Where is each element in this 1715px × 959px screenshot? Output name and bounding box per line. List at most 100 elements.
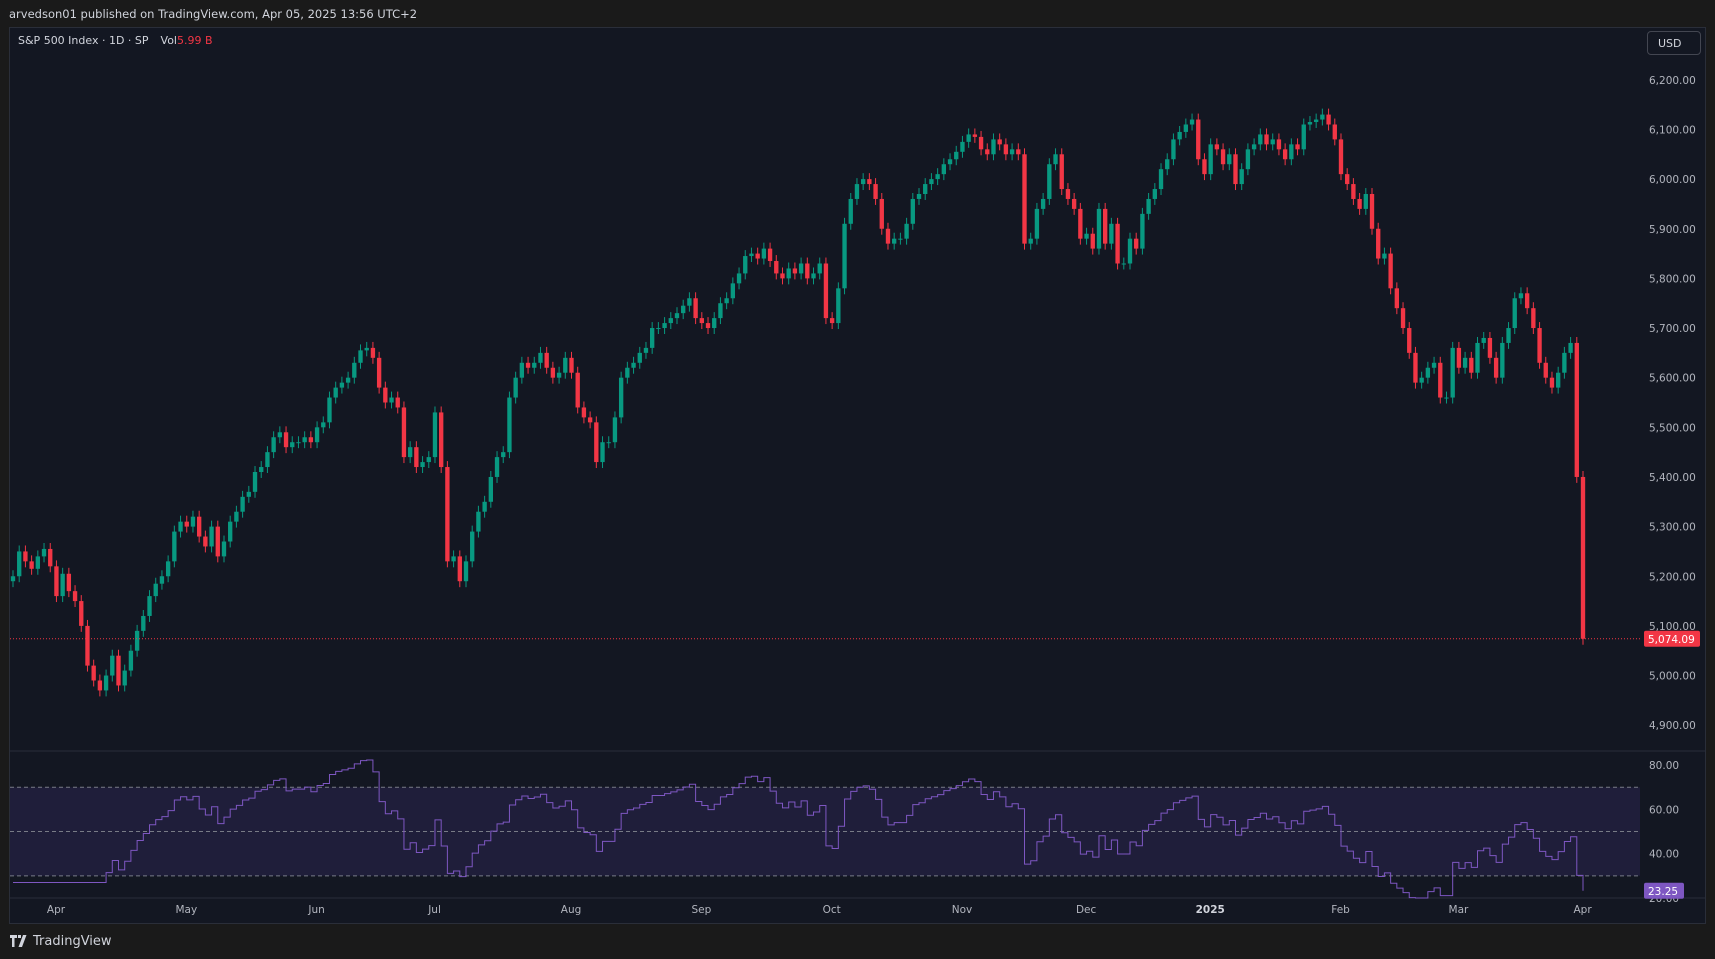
candle: [892, 232, 897, 250]
time-axis-label: Dec: [1076, 904, 1097, 916]
candle: [364, 341, 369, 357]
time-axis-label: Jul: [427, 904, 441, 916]
candle: [122, 664, 127, 692]
currency-button[interactable]: USD: [1647, 31, 1701, 55]
price-axis-label: 5,200.00: [1649, 571, 1696, 583]
candle: [85, 619, 90, 672]
price-axis-label: 6,000.00: [1649, 174, 1696, 186]
candle: [1351, 178, 1356, 205]
candle: [221, 535, 227, 563]
candle: [1580, 471, 1586, 645]
candle: [811, 267, 816, 285]
candle: [681, 299, 686, 320]
candle: [1071, 193, 1077, 215]
candle: [1512, 292, 1517, 334]
candle: [432, 406, 438, 464]
candle: [625, 361, 630, 384]
rsi-line: [13, 759, 1584, 899]
candle: [532, 356, 537, 374]
candle: [470, 525, 475, 568]
candle: [575, 366, 580, 414]
candle: [1065, 183, 1071, 205]
candle: [1016, 143, 1021, 161]
candle: [215, 520, 220, 563]
candle: [569, 351, 574, 379]
candle: [718, 297, 723, 325]
time-axis-label: Sep: [691, 904, 711, 916]
candle: [1220, 143, 1226, 171]
candle: [736, 267, 742, 290]
candle: [159, 570, 165, 590]
candle: [1493, 351, 1499, 384]
candle: [54, 560, 59, 603]
candle: [1295, 138, 1300, 156]
time-axis-label: Oct: [823, 904, 841, 916]
candle: [786, 262, 791, 285]
rsi-axis-label: 60.00: [1649, 804, 1679, 816]
candle: [1282, 143, 1288, 166]
price-axis-label: 5,300.00: [1649, 522, 1696, 534]
candle: [1115, 217, 1120, 270]
tradingview-brand[interactable]: TradingView: [10, 931, 112, 951]
candle: [1369, 188, 1375, 235]
symbol-legend[interactable]: S&P 500 Index · 1D · SP Vol 5.99 B: [18, 34, 213, 47]
candle: [687, 292, 692, 312]
candle: [699, 312, 704, 330]
symbol-label[interactable]: S&P 500 Index · 1D · SP: [18, 34, 149, 47]
candle: [414, 441, 419, 473]
candle: [1289, 138, 1294, 166]
price-axis-label: 6,100.00: [1649, 124, 1696, 136]
candle: [997, 133, 1002, 151]
candle: [41, 542, 47, 563]
candle: [234, 505, 239, 528]
candle: [1009, 143, 1015, 161]
chart-frame[interactable]: [9, 27, 1706, 924]
candle: [1568, 336, 1573, 359]
candle: [1307, 116, 1313, 131]
candle: [128, 644, 134, 677]
candle: [463, 555, 469, 588]
candle: [842, 217, 847, 295]
candle: [376, 351, 382, 394]
candle: [1140, 207, 1145, 255]
candle: [1556, 366, 1561, 394]
last-price-label: 5,074.09: [1648, 634, 1695, 646]
candle: [451, 550, 456, 568]
candle: [612, 411, 618, 449]
candle: [854, 178, 860, 205]
candle: [1053, 148, 1058, 171]
candle: [662, 317, 667, 334]
candle: [383, 381, 388, 409]
candle: [910, 193, 915, 230]
candle: [1450, 341, 1455, 404]
candle: [929, 173, 934, 191]
candle: [352, 356, 357, 384]
candle: [358, 344, 363, 369]
candle: [749, 247, 754, 263]
candle: [420, 456, 425, 473]
candle: [556, 366, 562, 384]
candle: [724, 292, 729, 310]
candle: [1475, 336, 1480, 379]
time-axis-label: Apr: [47, 904, 66, 916]
candle: [494, 451, 500, 483]
candle: [1425, 361, 1431, 384]
candle: [954, 145, 959, 166]
candle: [1388, 247, 1393, 295]
candle: [966, 128, 971, 148]
price-axis-label: 5,400.00: [1649, 472, 1696, 484]
candle: [885, 222, 891, 250]
candle: [879, 193, 884, 235]
candle: [370, 341, 376, 364]
candle: [563, 351, 568, 379]
candle: [916, 188, 922, 205]
candle: [550, 361, 556, 384]
candle: [296, 436, 301, 449]
candle: [643, 341, 649, 359]
candle: [476, 505, 481, 538]
candle: [1208, 138, 1213, 181]
candle: [327, 391, 332, 429]
candle: [767, 242, 773, 267]
candle: [1047, 158, 1052, 205]
